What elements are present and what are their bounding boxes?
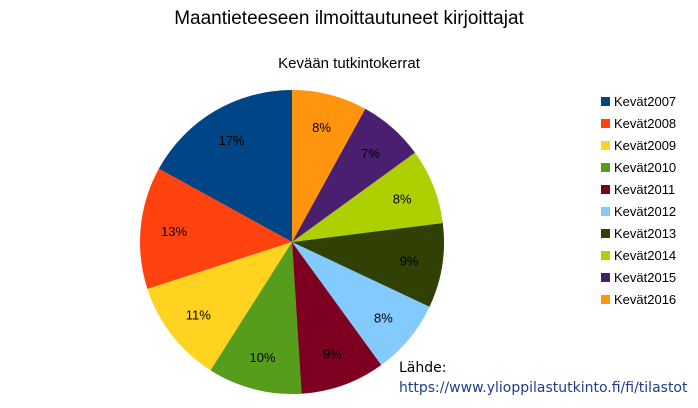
- pie-slice-kevät2016: [292, 90, 366, 242]
- pie-slice-kevät2014: [292, 152, 443, 242]
- slice-label-kevät2011: 9%: [323, 347, 342, 362]
- legend-label: Kevät2013: [614, 225, 677, 241]
- legend-item: Kevät2007: [601, 90, 676, 112]
- legend-swatch: [601, 118, 610, 128]
- pie-slice-kevät2011: [292, 242, 382, 394]
- chart-subtitle: Kevään tutkintokerrat: [278, 55, 420, 72]
- legend-swatch: [601, 294, 610, 304]
- slice-label-kevät2012: 8%: [374, 311, 393, 326]
- legend-label: Kevät2007: [614, 93, 677, 109]
- slice-label-kevät2016: 8%: [312, 120, 331, 135]
- slice-label-kevät2007: 17%: [219, 133, 245, 148]
- pie-slice-kevät2012: [292, 242, 430, 365]
- legend-item: Kevät2009: [601, 134, 676, 156]
- pie-slice-kevät2007: [158, 90, 292, 242]
- pie-slice-kevät2015: [292, 108, 415, 242]
- legend-swatch: [601, 184, 610, 194]
- legend-item: Kevät2008: [601, 112, 676, 134]
- slice-label-kevät2009: 11%: [186, 308, 211, 323]
- source-note: Lähde: https://www.ylioppilastutkinto.fi…: [399, 358, 688, 398]
- legend-swatch: [601, 96, 610, 106]
- pie-slice-kevät2008: [139, 168, 292, 289]
- legend-swatch: [601, 162, 610, 172]
- legend-label: Kevät2014: [614, 247, 677, 263]
- legend-label: Kevät2010: [614, 159, 677, 175]
- slice-label-kevät2015: 7%: [361, 146, 380, 161]
- slice-label-kevät2010: 10%: [249, 350, 275, 365]
- chart-legend: Kevät2007 Kevät2008 Kevät2009 Kevät2010 Kevä…: [601, 90, 676, 310]
- legend-item: Kevät2012: [601, 200, 676, 222]
- legend-item: Kevät2015: [601, 266, 676, 288]
- legend-item: Kevät2010: [601, 156, 676, 178]
- legend-swatch: [601, 228, 610, 238]
- legend-item: Kevät2013: [601, 222, 676, 244]
- legend-swatch: [601, 140, 610, 150]
- legend-label: Kevät2008: [614, 115, 677, 131]
- legend-item: Kevät2016: [601, 288, 676, 310]
- slice-label-kevät2014: 8%: [393, 191, 412, 206]
- pie-slice-kevät2013: [292, 222, 444, 307]
- source-label: Lähde:: [399, 360, 447, 376]
- legend-swatch: [601, 272, 610, 282]
- legend-item: Kevät2014: [601, 244, 676, 266]
- slice-label-kevät2008: 13%: [161, 224, 187, 239]
- source-link[interactable]: https://www.ylioppilastutkinto.fi/fi/til…: [399, 380, 688, 396]
- pie-slice-kevät2010: [210, 242, 302, 395]
- legend-label: Kevät2012: [614, 203, 677, 219]
- legend-swatch: [601, 206, 610, 216]
- legend-label: Kevät2016: [614, 291, 677, 307]
- legend-label: Kevät2015: [614, 269, 677, 285]
- chart-title: Maantieteeseen ilmoittautuneet kirjoitta…: [174, 8, 524, 29]
- legend-item: Kevät2011: [601, 178, 676, 200]
- legend-swatch: [601, 250, 610, 260]
- slice-label-kevät2013: 9%: [400, 254, 419, 269]
- pie-slice-kevät2009: [147, 242, 292, 371]
- legend-label: Kevät2009: [614, 137, 677, 153]
- legend-label: Kevät2011: [614, 181, 676, 197]
